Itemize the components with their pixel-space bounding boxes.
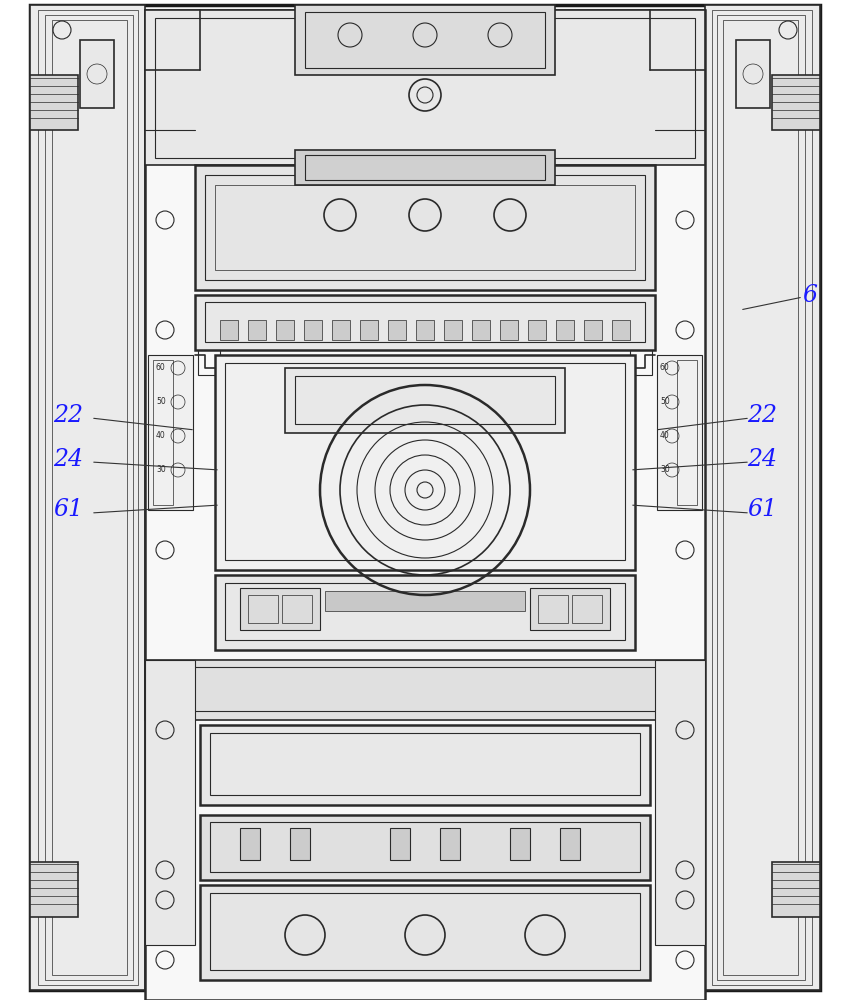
Text: 30: 30 [156, 466, 166, 475]
Bar [215, 355, 635, 570]
Bar [282, 595, 312, 623]
Text: 24: 24 [53, 448, 83, 472]
Bar [440, 828, 460, 860]
Bar [655, 660, 705, 945]
Bar [45, 15, 133, 980]
Text: 61: 61 [747, 498, 777, 522]
Bar [612, 320, 630, 340]
Bar [30, 75, 78, 130]
Bar [200, 885, 650, 980]
Bar [210, 822, 640, 872]
Bar [276, 320, 294, 340]
Bar [285, 368, 565, 433]
Bar [248, 595, 278, 623]
Bar [215, 185, 635, 270]
Bar [717, 15, 805, 980]
Bar [723, 20, 798, 975]
Text: 50: 50 [156, 397, 166, 406]
Bar [528, 320, 546, 340]
Bar [145, 660, 705, 720]
Bar [290, 828, 310, 860]
Bar [240, 828, 260, 860]
Text: 61: 61 [53, 498, 83, 522]
Bar [155, 667, 695, 711]
Text: 50: 50 [660, 397, 670, 406]
Bar [52, 20, 127, 975]
Bar [560, 828, 580, 860]
Text: 40: 40 [660, 432, 670, 440]
Bar [584, 320, 602, 340]
Bar [205, 175, 645, 280]
Bar [225, 583, 625, 640]
Bar [538, 595, 568, 623]
Bar [145, 660, 195, 945]
Bar [332, 320, 350, 340]
Bar [736, 40, 770, 108]
Text: 6: 6 [802, 284, 818, 306]
Bar [225, 363, 625, 560]
Bar [572, 595, 602, 623]
Bar [388, 320, 406, 340]
Bar [295, 150, 555, 185]
Bar [500, 320, 518, 340]
Bar [630, 350, 652, 375]
Bar [205, 302, 645, 342]
Bar [30, 5, 145, 990]
Bar [390, 828, 410, 860]
Bar [240, 588, 320, 630]
Bar [210, 733, 640, 795]
Bar [556, 320, 574, 340]
Text: 30: 30 [660, 466, 670, 475]
Bar [772, 75, 820, 130]
Bar [200, 815, 650, 880]
Bar [295, 5, 555, 75]
Bar [772, 862, 820, 917]
Bar [657, 355, 702, 510]
Bar [145, 10, 705, 1000]
Bar [510, 828, 530, 860]
Bar [304, 320, 322, 340]
Bar [198, 350, 220, 375]
Text: 24: 24 [747, 448, 777, 472]
Bar [30, 862, 78, 917]
Bar [305, 12, 545, 68]
Bar [444, 320, 462, 340]
Bar [677, 360, 697, 505]
Text: 40: 40 [156, 432, 166, 440]
Bar [210, 893, 640, 970]
Text: 60: 60 [156, 363, 166, 372]
Bar [712, 10, 812, 985]
Bar [530, 588, 610, 630]
Bar [248, 320, 266, 340]
Bar [360, 320, 378, 340]
Bar [305, 155, 545, 180]
Bar [416, 320, 434, 340]
Bar [145, 10, 705, 165]
Text: 22: 22 [53, 403, 83, 426]
Text: 22: 22 [747, 403, 777, 426]
Bar [295, 376, 555, 424]
Bar [38, 10, 138, 985]
Bar [195, 165, 655, 290]
Bar [195, 295, 655, 350]
Bar [220, 320, 238, 340]
Bar [200, 725, 650, 805]
Bar [148, 355, 193, 510]
Bar [155, 18, 695, 158]
Bar [215, 575, 635, 650]
Bar [153, 360, 173, 505]
Bar [705, 5, 820, 990]
Bar [325, 591, 525, 611]
Bar [80, 40, 114, 108]
Text: 60: 60 [660, 363, 670, 372]
Bar [472, 320, 490, 340]
